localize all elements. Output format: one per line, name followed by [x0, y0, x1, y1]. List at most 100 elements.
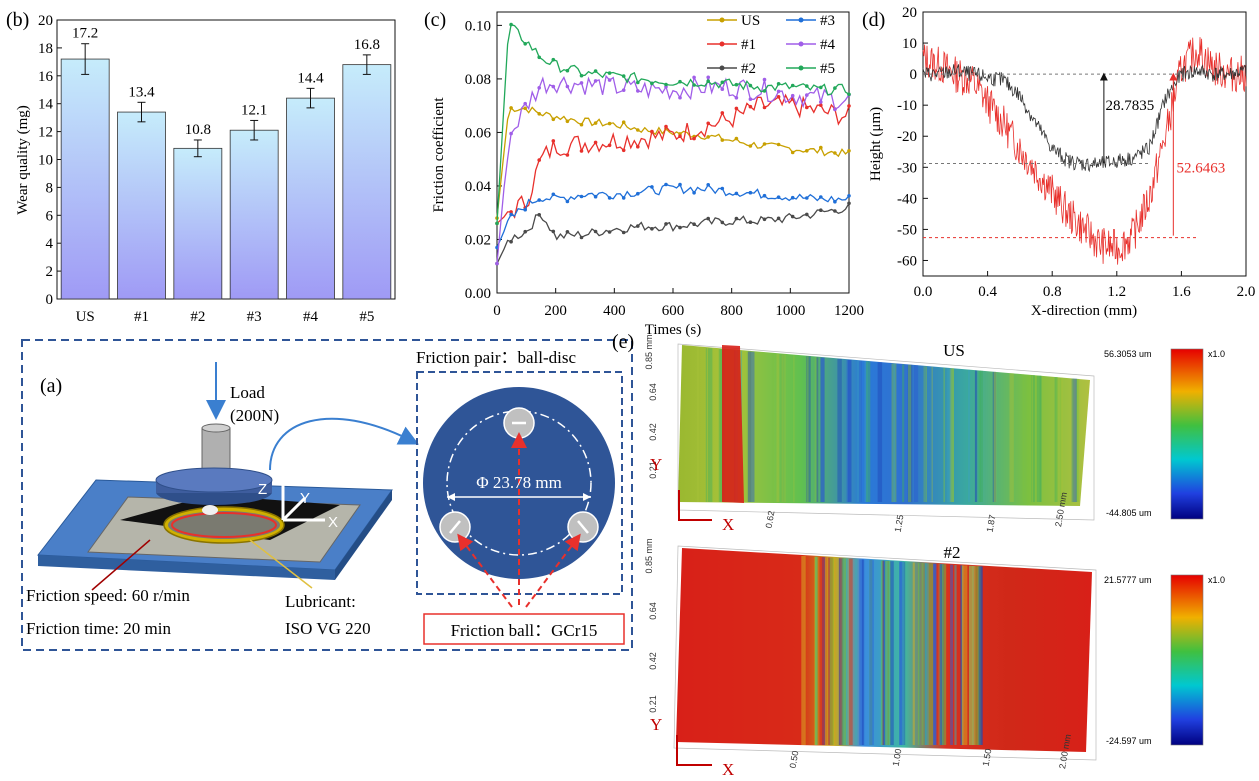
panel-b-ytick-label: 20 — [38, 13, 53, 29]
panel-c-xtick-label: 1000 — [775, 303, 805, 319]
panel-c-series-point — [636, 80, 640, 85]
panel-c-series-point — [523, 229, 527, 234]
disc-diameter-text: Φ 23.78 mm — [476, 473, 562, 492]
surface-2-streak — [934, 563, 940, 745]
surface-us-xtick-1: 1.25 — [893, 514, 906, 533]
panel-c-series-point — [565, 68, 570, 73]
panel-c-ytick-label: 0.10 — [465, 18, 491, 34]
panel-b-ytick-label: 6 — [46, 208, 54, 224]
surface-us-ytick-3: 0.21 — [648, 461, 658, 479]
panel-c-series-point — [819, 145, 823, 150]
panel-d-xtick-label: 2.0 — [1237, 284, 1256, 300]
panel-b-bar — [117, 111, 166, 300]
panel-c-xtick-label: 1200 — [834, 303, 864, 319]
surface-us-streak — [846, 359, 852, 502]
panel-c-series-point — [720, 111, 725, 115]
surface-2-streak — [882, 560, 885, 745]
surface-2-streak — [861, 559, 865, 745]
panel-c-series-point — [748, 220, 753, 224]
panel-d-frame — [922, 11, 1247, 277]
panel-c-series-line — [496, 202, 850, 264]
panel-c-series-point — [537, 198, 541, 202]
disc-diagram — [423, 387, 615, 608]
panel-c-series-point — [579, 81, 584, 85]
panel-c-series-point — [621, 88, 626, 92]
panel-b-ytick-label: 10 — [38, 153, 53, 169]
panel-c-frame — [496, 11, 850, 294]
panel-c-series-point — [748, 83, 753, 88]
surface-us-streak — [1032, 375, 1034, 502]
panel-c-series-point — [650, 129, 654, 134]
panel-e: (e) US 0.85 mm 0.64 0.42 0.21 0.62 1.25 … — [612, 331, 1225, 779]
panel-d-ytick-label: 20 — [902, 5, 917, 21]
panel-b: (b) 0 2 4 6 8 10 12 14 16 18 20 17.2 US 13.4 #1 10.8 #2… — [6, 9, 396, 325]
panel-c-series-point — [579, 122, 584, 127]
surface-us-streak — [992, 371, 996, 502]
panel-c-series-point — [678, 95, 682, 100]
panel-c-series-point — [551, 117, 556, 122]
surface-us-streak — [1036, 375, 1041, 502]
friction-time-text: Friction time: 20 min — [26, 619, 171, 638]
panel-c-legend-marker — [798, 41, 804, 47]
panel-d-ytick-label: -50 — [897, 222, 917, 238]
test-rig-illustration — [37, 423, 393, 580]
panel-d-ytick-label: -20 — [897, 129, 917, 145]
panel-c-series-point — [706, 183, 710, 187]
surface-us-streak — [857, 360, 862, 502]
surface-us-streak — [707, 348, 713, 502]
colorbar-us-max: 56.3053 um — [1104, 349, 1152, 359]
lubricant-value: ISO VG 220 — [285, 619, 371, 638]
panel-d-xtick-label: 1.6 — [1172, 284, 1191, 300]
surface-us-streak — [891, 363, 897, 502]
surface-2-ytick-1: 0.64 — [648, 602, 658, 620]
surface-2-streak — [849, 558, 853, 745]
surface-2-streak — [917, 562, 921, 745]
panel-d-xtick-label: 0.8 — [1043, 284, 1062, 300]
panel-c-series-point — [734, 216, 739, 221]
surface-us-streak — [1031, 375, 1035, 502]
panel-c-series-point — [847, 149, 851, 153]
surface-us-streak — [1022, 374, 1024, 502]
panel-d-ytick-label: -60 — [897, 253, 917, 269]
panel-c-y-axis-label: Friction coefficient — [431, 97, 447, 213]
panel-b-bar — [229, 129, 279, 300]
panel-c-series-point — [621, 120, 626, 124]
panel-c-series-point — [650, 227, 654, 231]
surface-us-streak — [806, 356, 811, 502]
panel-c-series-point — [579, 194, 584, 199]
surface-us-streak — [1055, 377, 1058, 502]
panel-c-series-point — [537, 55, 541, 60]
panel-a: (a) Load (200N) Z Y — [21, 339, 633, 651]
panel-d-xtick-label: 0.0 — [914, 284, 933, 300]
surface-2-ytick-3: 0.21 — [648, 695, 658, 713]
surface-us-axis-x: X — [722, 515, 734, 534]
surface-2-streak — [928, 563, 934, 745]
surface-us-streak — [820, 357, 825, 502]
surface-us-streak — [720, 349, 722, 502]
panel-c-series-point — [833, 86, 837, 90]
panel-c-series-point — [593, 140, 598, 145]
panel-d-annotation-red: 52.6463 — [1177, 160, 1226, 176]
surface-2-axes-arrow — [676, 735, 712, 766]
panel-c-legend-label: #1 — [741, 37, 756, 53]
panel-d-xtick-label: 1.2 — [1107, 284, 1126, 300]
surface-us-streak — [902, 364, 905, 502]
panel-c-x-axis-label: Times (s) — [645, 322, 702, 338]
panel-c-series-point — [523, 207, 527, 212]
panel-d-x-axis-label: X-direction (mm) — [1031, 303, 1137, 319]
surface-2-streak — [972, 566, 976, 745]
surface-us — [678, 345, 1090, 506]
panel-c-series-point — [565, 153, 570, 157]
surface-us-streak — [908, 364, 912, 502]
surface-us-streak — [781, 354, 786, 502]
panel-c-legend-label: #2 — [741, 61, 756, 77]
panel-b-data-label: 16.8 — [354, 37, 380, 53]
surface-2-streak — [925, 563, 929, 745]
panel-b-data-label: 12.1 — [241, 102, 267, 118]
panel-a-label: (a) — [40, 375, 62, 397]
panel-c-series-point — [523, 101, 527, 106]
surface-us-streak — [931, 366, 933, 502]
panel-c-legend-label: #5 — [820, 61, 835, 77]
colorbar-2-scale: x1.0 — [1208, 575, 1225, 585]
panel-e-label: (e) — [612, 331, 634, 353]
